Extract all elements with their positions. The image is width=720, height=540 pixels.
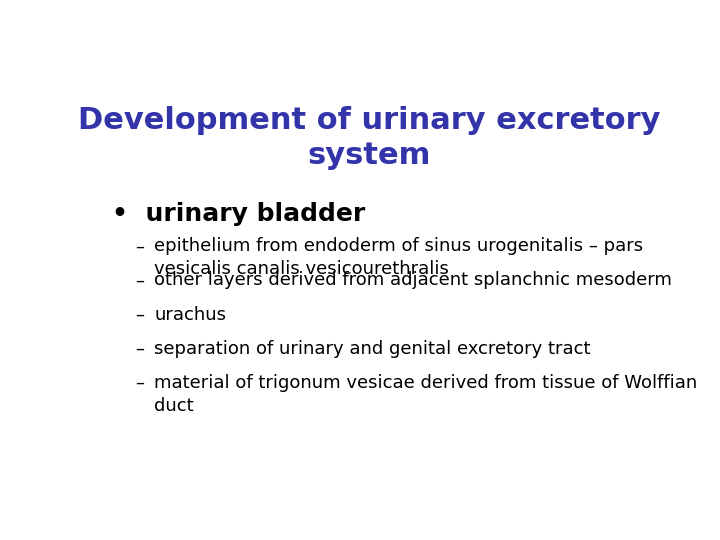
- Text: Development of urinary excretory
system: Development of urinary excretory system: [78, 106, 660, 170]
- Text: –: –: [135, 272, 143, 289]
- Text: –: –: [135, 306, 143, 323]
- Text: –: –: [135, 374, 143, 391]
- Text: •  urinary bladder: • urinary bladder: [112, 202, 366, 226]
- Text: material of trigonum vesicae derived from tissue of Wolffian
duct: material of trigonum vesicae derived fro…: [154, 374, 698, 415]
- Text: –: –: [135, 238, 143, 255]
- Text: epithelium from endoderm of sinus urogenitalis – pars
vesicalis canalis vesicour: epithelium from endoderm of sinus urogen…: [154, 238, 643, 278]
- Text: –: –: [135, 340, 143, 357]
- Text: other layers derived from adjacent splanchnic mesoderm: other layers derived from adjacent splan…: [154, 272, 672, 289]
- Text: separation of urinary and genital excretory tract: separation of urinary and genital excret…: [154, 340, 590, 357]
- Text: urachus: urachus: [154, 306, 226, 323]
